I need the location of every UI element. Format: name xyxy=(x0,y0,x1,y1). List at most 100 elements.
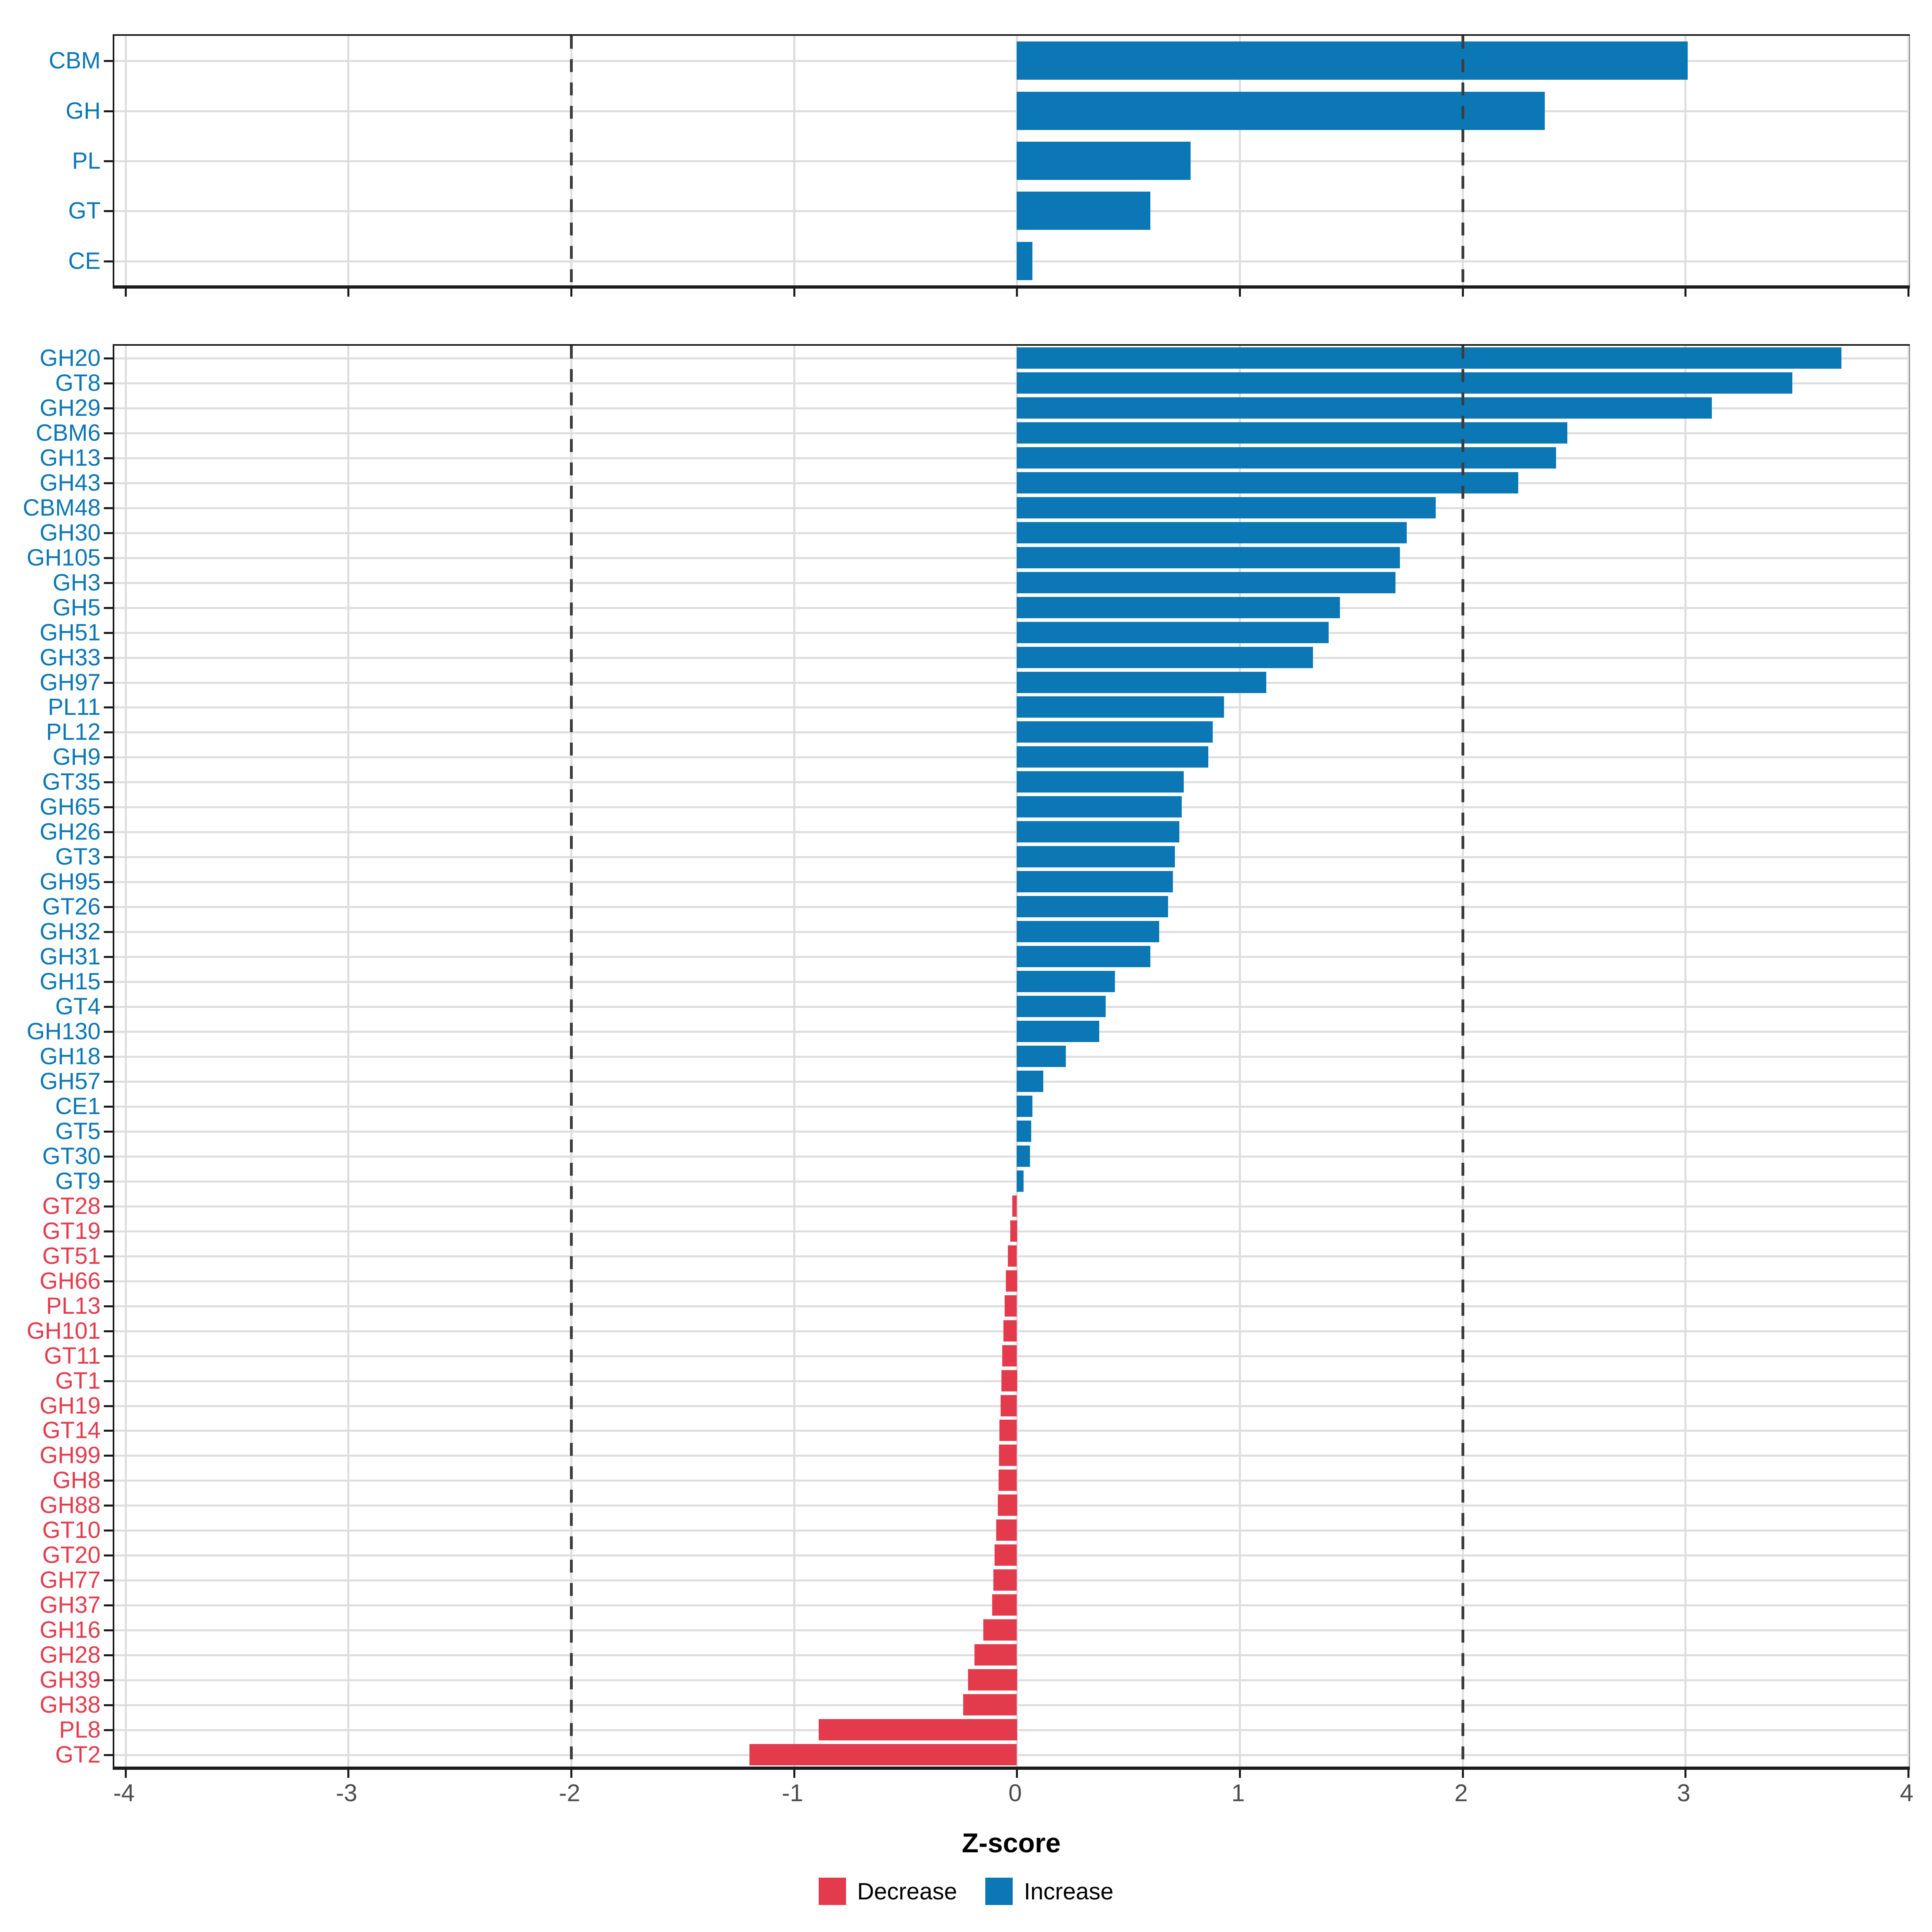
y-axis-label-gh18: GH18 xyxy=(39,1043,101,1069)
y-axis-tick xyxy=(104,1031,114,1033)
y-axis-label-gh16: GH16 xyxy=(39,1617,101,1643)
x-axis-tick-label: 4 xyxy=(1900,1779,1913,1806)
y-axis-label-gh97: GH97 xyxy=(39,669,101,696)
y-axis-tick xyxy=(104,1380,114,1382)
h-gridline xyxy=(114,607,1908,609)
y-axis-tick xyxy=(104,1230,114,1232)
h-gridline xyxy=(114,981,1908,983)
y-axis-label-gt5: GT5 xyxy=(55,1118,101,1144)
v-gridline xyxy=(125,36,127,286)
y-axis-label-gh33: GH33 xyxy=(39,644,101,671)
y-axis-tick xyxy=(104,482,114,484)
x-axis-tick xyxy=(1239,1767,1241,1778)
x-axis-tick xyxy=(1016,286,1018,297)
y-axis-tick xyxy=(104,1081,114,1083)
h-gridline xyxy=(114,507,1908,509)
y-axis-tick xyxy=(104,706,114,708)
bar-gt xyxy=(1017,192,1150,230)
y-axis-tick xyxy=(104,1156,114,1158)
y-axis-tick xyxy=(104,632,114,634)
h-gridline xyxy=(114,382,1908,384)
y-axis-tick xyxy=(104,1330,114,1332)
y-axis-label-gh65: GH65 xyxy=(39,794,101,820)
y-axis-tick xyxy=(104,1006,114,1008)
y-axis-tick xyxy=(104,1430,114,1432)
y-axis-label-gt4: GT4 xyxy=(55,993,101,1020)
h-gridline xyxy=(114,557,1908,559)
v-gridline xyxy=(1907,36,1909,286)
h-gridline xyxy=(114,706,1908,708)
h-gridline xyxy=(114,682,1908,684)
x-axis-tick xyxy=(125,286,127,297)
h-gridline xyxy=(114,831,1908,833)
h-gridline xyxy=(114,1056,1908,1058)
y-axis-label-gh95: GH95 xyxy=(39,869,101,895)
legend: Decrease Increase xyxy=(0,1878,1932,1905)
y-axis-label-gh29: GH29 xyxy=(39,395,101,421)
dashed-reference-line xyxy=(1461,36,1464,286)
h-gridline xyxy=(114,906,1908,908)
v-gridline xyxy=(793,36,795,286)
y-axis-label-gh19: GH19 xyxy=(39,1393,101,1419)
h-gridline xyxy=(114,781,1908,783)
y-axis-tick xyxy=(104,1205,114,1208)
legend-item-decrease: Decrease xyxy=(818,1878,957,1905)
dashed-reference-line xyxy=(570,36,573,286)
y-axis-label-ce1: CE1 xyxy=(55,1093,101,1119)
bar-cbm48 xyxy=(1017,497,1436,518)
bar-gt14 xyxy=(999,1420,1017,1441)
bar-gt19 xyxy=(1010,1220,1017,1242)
x-axis-tick xyxy=(347,286,349,297)
bar-gh3 xyxy=(1017,572,1395,593)
bar-gt9 xyxy=(1017,1170,1024,1192)
bar-ce xyxy=(1017,242,1032,280)
x-axis-tick-label: 0 xyxy=(1008,1779,1022,1806)
y-axis-tick xyxy=(104,931,114,933)
panel-cazyme-families: GH20 GT8 GH29 CBM6 GH13 GH43 CBM48 GH30 GH105 GH3… xyxy=(23,344,1910,1778)
h-gridline xyxy=(114,457,1908,459)
bar-gt20 xyxy=(995,1544,1017,1566)
y-axis-label-gh3: GH3 xyxy=(52,570,101,596)
bar-pl12 xyxy=(1017,721,1213,743)
x-axis-tick xyxy=(1016,1767,1018,1778)
y-axis-label-gh: GH xyxy=(66,98,101,124)
bar-gt4 xyxy=(1017,996,1106,1017)
y-axis-label-ce: CE xyxy=(68,248,101,274)
y-axis-label-pl: PL xyxy=(72,148,101,174)
y-axis-tick xyxy=(104,1530,114,1532)
h-gridline xyxy=(114,357,1908,359)
x-axis-tick xyxy=(570,286,572,297)
bar-gh43 xyxy=(1017,472,1518,493)
y-axis-tick xyxy=(104,1729,114,1731)
bar-gh37 xyxy=(992,1594,1017,1616)
h-gridline xyxy=(114,1031,1908,1033)
y-axis-tick xyxy=(104,756,114,758)
y-axis-label-gh38: GH38 xyxy=(39,1692,101,1718)
y-axis-tick xyxy=(104,1480,114,1482)
dashed-reference-line xyxy=(1461,346,1464,1767)
y-axis-label-gh77: GH77 xyxy=(39,1567,101,1593)
y-axis-tick xyxy=(104,856,114,858)
x-axis-line xyxy=(113,1767,1910,1770)
y-axis-label-cbm6: CBM6 xyxy=(35,420,101,446)
v-gridline xyxy=(1239,346,1241,1767)
bar-cbm xyxy=(1017,41,1688,80)
y-axis-tick xyxy=(104,806,114,808)
h-gridline xyxy=(114,956,1908,958)
v-gridline xyxy=(1907,346,1909,1767)
x-axis-tick xyxy=(1907,286,1909,297)
y-axis-tick xyxy=(104,657,114,659)
y-axis-label-gh28: GH28 xyxy=(39,1642,101,1668)
bar-gt30 xyxy=(1017,1146,1030,1167)
y-axis-label-gt35: GT35 xyxy=(42,769,101,795)
y-axis-tick xyxy=(104,1355,114,1357)
y-axis-tick xyxy=(104,457,114,459)
y-axis-tick xyxy=(104,407,114,409)
y-axis-label-gt20: GT20 xyxy=(42,1542,101,1568)
y-axis-label-gt3: GT3 xyxy=(55,844,101,870)
bar-gh130 xyxy=(1017,1021,1099,1042)
x-axis-tick xyxy=(1239,286,1241,297)
y-axis-label-gt51: GT51 xyxy=(42,1243,101,1269)
v-gridline xyxy=(1684,346,1686,1767)
y-axis-tick xyxy=(104,557,114,559)
